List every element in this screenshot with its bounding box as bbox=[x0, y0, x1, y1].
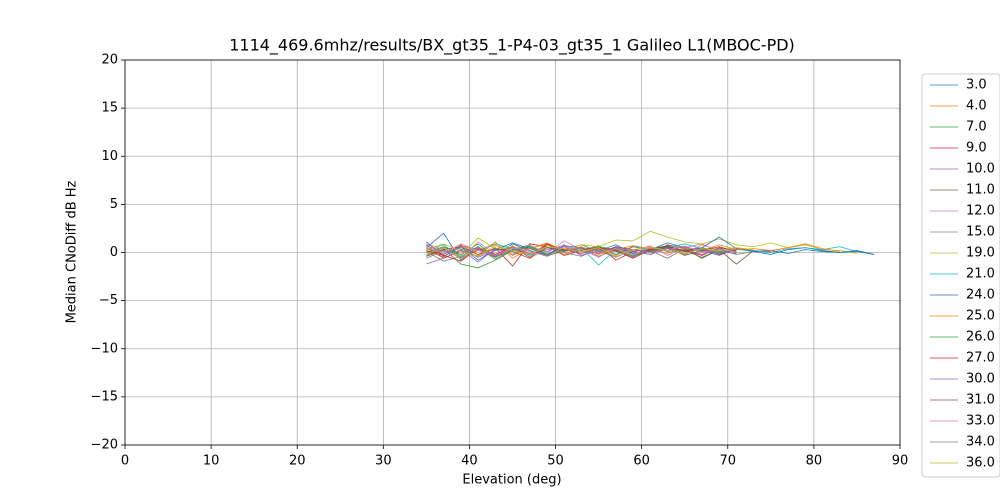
legend-label: 36.0 bbox=[966, 456, 995, 471]
x-tick-label: 70 bbox=[720, 454, 737, 469]
legend-label: 15.0 bbox=[966, 225, 995, 240]
x-tick-label: 30 bbox=[375, 454, 392, 469]
x-tick-label: 20 bbox=[289, 454, 306, 469]
x-tick-label: 60 bbox=[633, 454, 650, 469]
lines bbox=[426, 230, 875, 269]
legend-label: 27.0 bbox=[966, 351, 995, 366]
legend-label: 25.0 bbox=[966, 309, 995, 324]
legend-box bbox=[921, 73, 1000, 478]
x-tick-label: 40 bbox=[461, 454, 478, 469]
series-line bbox=[426, 243, 754, 257]
legend-label: 12.0 bbox=[966, 204, 995, 219]
y-tick-label: 20 bbox=[101, 53, 118, 68]
y-tick-label: 0 bbox=[110, 245, 118, 260]
series-line bbox=[426, 246, 737, 259]
series-line bbox=[426, 244, 737, 262]
series-line bbox=[426, 243, 737, 257]
legend-label: 7.0 bbox=[966, 120, 987, 135]
y-tick-label: 15 bbox=[101, 101, 118, 116]
legend-label: 9.0 bbox=[966, 141, 987, 156]
legend-label: 30.0 bbox=[966, 372, 995, 387]
legend-label: 10.0 bbox=[966, 162, 995, 177]
legend-label: 11.0 bbox=[966, 183, 995, 198]
legend: 3.0 4.0 7.0 9.0 10.0 11.0 12.0 15.0 19.0 21.0 24.0… bbox=[921, 73, 1000, 478]
plot-frame bbox=[124, 59, 901, 446]
x-tick-label: 90 bbox=[892, 454, 909, 469]
y-tick-label: −10 bbox=[91, 341, 118, 356]
series-line bbox=[426, 242, 840, 259]
x-tick-label: 80 bbox=[806, 454, 823, 469]
x-axis-label: Elevation (deg) bbox=[462, 473, 561, 488]
y-tick-label: 5 bbox=[110, 197, 118, 212]
legend-label: 26.0 bbox=[966, 330, 995, 345]
x-tick-label: 10 bbox=[203, 454, 220, 469]
x-tick-label: 0 bbox=[121, 454, 129, 469]
y-tick-label: −5 bbox=[99, 293, 118, 308]
y-axis-label: Median CNoDiff dB Hz bbox=[65, 180, 80, 323]
legend-label: 4.0 bbox=[966, 99, 987, 114]
legend-label: 24.0 bbox=[966, 288, 995, 303]
legend-label: 21.0 bbox=[966, 267, 995, 282]
chart-title: 1114_469.6mhz/results/BX_gt35_1-P4-03_gt… bbox=[229, 36, 795, 56]
legend-label: 3.0 bbox=[966, 78, 987, 93]
y-tick-label: −20 bbox=[91, 438, 118, 453]
legend-label: 34.0 bbox=[966, 435, 995, 450]
legend-label: 33.0 bbox=[966, 414, 995, 429]
legend-label: 31.0 bbox=[966, 393, 995, 408]
legend-label: 19.0 bbox=[966, 246, 995, 261]
x-tick-label: 50 bbox=[547, 454, 564, 469]
series-line bbox=[426, 245, 737, 258]
y-tick-label: −15 bbox=[91, 389, 118, 404]
y-tick-label: 10 bbox=[101, 149, 118, 164]
